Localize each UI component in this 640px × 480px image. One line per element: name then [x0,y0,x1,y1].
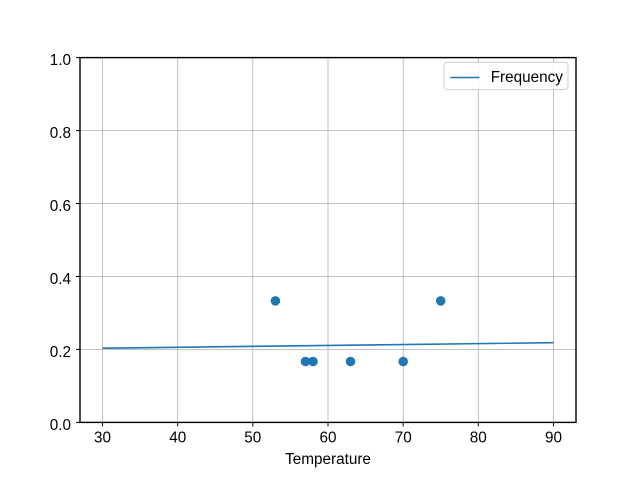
svg-text:80: 80 [470,430,487,447]
svg-text:0.4: 0.4 [50,271,72,288]
svg-text:90: 90 [545,430,562,447]
svg-text:Temperature: Temperature [285,451,371,468]
svg-text:Frequency: Frequency [491,69,564,86]
svg-text:0.8: 0.8 [50,125,71,142]
svg-text:40: 40 [169,430,186,447]
svg-text:30: 30 [94,430,111,447]
svg-text:70: 70 [395,430,412,447]
svg-text:0.0: 0.0 [50,417,71,434]
svg-text:0.6: 0.6 [50,198,71,215]
svg-text:0.2: 0.2 [50,344,71,361]
svg-text:50: 50 [244,430,261,447]
svg-text:1.0: 1.0 [50,52,71,69]
svg-text:60: 60 [319,430,336,447]
